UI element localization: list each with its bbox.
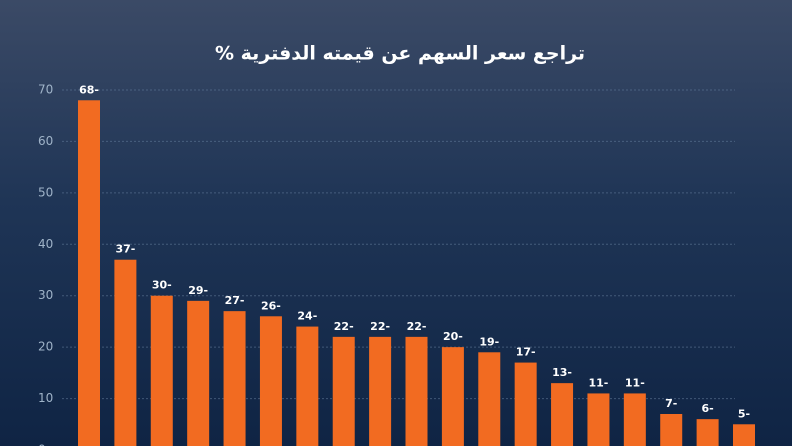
bar [223,311,246,446]
value-label: 13- [552,366,572,379]
value-label: 17- [516,346,536,359]
value-label: 5- [738,407,750,420]
value-label: 37- [115,243,135,256]
value-label: 22- [407,320,427,333]
chart-title: تراجع سعر السهم عن قيمته الدفترية % [215,43,585,65]
bar [369,336,392,446]
value-label: 68- [79,83,99,96]
y-tick-label: 60 [38,134,53,148]
y-tick-label: 30 [38,288,53,302]
bar [78,100,100,446]
bar [514,362,537,446]
bar [187,300,210,446]
value-label: 20- [443,330,463,343]
bar [733,424,755,446]
bar [296,326,319,446]
value-label: 22- [334,320,354,333]
value-label: 11- [625,376,645,389]
bar [587,393,610,446]
value-label: 6- [701,402,713,415]
bar [405,336,428,446]
y-tick-label: 70 [38,83,53,97]
bar [696,419,719,446]
value-label: 7- [665,397,677,410]
bar [478,352,501,446]
bar [551,383,574,446]
value-label: 29- [188,284,208,297]
y-tick-label: 0 [38,443,46,446]
bar [259,316,282,446]
y-tick-label: 40 [38,237,53,251]
value-label: 27- [225,294,245,307]
bar [623,393,646,446]
bar [441,347,464,446]
y-tick-label: 50 [38,185,53,199]
value-label: 11- [589,376,609,389]
value-label: 22- [370,320,390,333]
y-tick-label: 10 [38,391,53,405]
bar [114,259,137,446]
bar [332,336,355,446]
value-label: 24- [297,310,317,323]
bar [660,414,683,446]
value-label: 26- [261,299,281,312]
bar [150,295,173,446]
y-tick-label: 20 [38,340,53,354]
value-label: 19- [479,335,499,348]
value-label: 30- [152,279,172,292]
